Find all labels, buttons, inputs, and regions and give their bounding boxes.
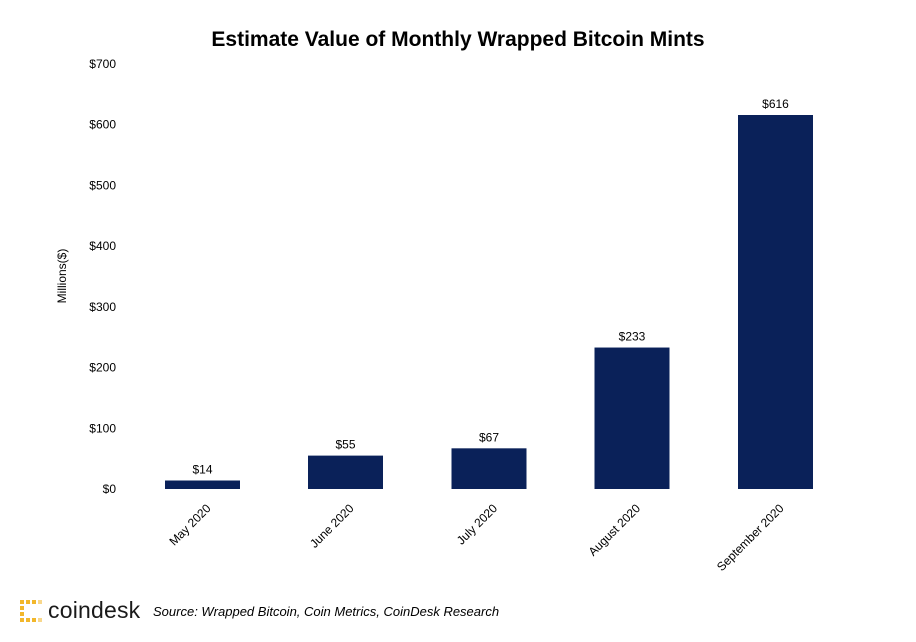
coindesk-logo: coindesk <box>20 597 140 624</box>
data-label: $67 <box>479 430 499 444</box>
x-tick-label: May 2020 <box>166 501 213 548</box>
bar <box>165 480 240 489</box>
y-tick-label: $700 <box>89 57 116 71</box>
coindesk-logo-text: coindesk <box>48 597 141 623</box>
data-labels: $14 $55 $67 $233 $616 <box>192 97 789 477</box>
source-note: Source: Wrapped Bitcoin, Coin Metrics, C… <box>153 604 500 619</box>
y-tick-label: $0 <box>103 482 117 496</box>
bar <box>594 347 670 489</box>
x-tick-label: August 2020 <box>586 501 644 559</box>
data-label: $55 <box>335 438 355 452</box>
coindesk-logo-icon <box>20 599 42 622</box>
x-tick-label: July 2020 <box>454 501 500 547</box>
y-tick-label: $500 <box>89 178 116 192</box>
x-tick-label: June 2020 <box>307 501 357 551</box>
x-axis-ticks: May 2020 June 2020 July 2020 August 2020 Sep… <box>166 501 786 574</box>
data-label: $14 <box>192 463 212 477</box>
bar <box>451 448 527 489</box>
y-tick-label: $100 <box>89 421 116 435</box>
data-label: $233 <box>619 330 646 344</box>
bar <box>738 115 813 489</box>
y-axis-ticks: $0 $100 $200 $300 $400 $500 $600 $700 <box>89 57 116 496</box>
y-tick-label: $200 <box>89 361 116 375</box>
chart-title: Estimate Value of Monthly Wrapped Bitcoi… <box>211 28 705 51</box>
y-tick-label: $300 <box>89 300 116 314</box>
x-tick-label: September 2020 <box>714 501 787 574</box>
bar <box>308 455 383 489</box>
bars <box>165 115 813 489</box>
y-tick-label: $600 <box>89 118 116 132</box>
y-axis-title: Millions($) <box>55 249 69 304</box>
y-tick-label: $400 <box>89 239 116 253</box>
data-label: $616 <box>762 97 789 111</box>
